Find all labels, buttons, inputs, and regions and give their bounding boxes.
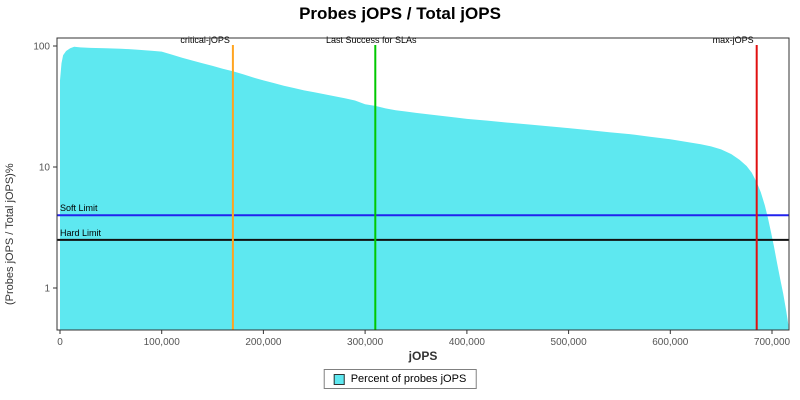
x-tick-label: 300,000 — [347, 337, 384, 348]
area-series — [60, 46, 789, 330]
y-tick-label: 10 — [39, 163, 51, 174]
hline-label-0: Soft Limit — [60, 203, 98, 213]
plot-border — [56, 37, 790, 331]
x-tick-label: 500,000 — [551, 337, 588, 348]
x-tick-label: 400,000 — [449, 337, 486, 348]
legend: Percent of probes jOPS — [323, 369, 477, 389]
vline-label-0: critical-jOPS — [180, 35, 230, 45]
y-axis-title: (Probes jOPS / Total jOPS)% — [4, 163, 16, 305]
x-tick-label: 0 — [57, 337, 63, 348]
vline-label-2: max-jOPS — [713, 35, 754, 45]
x-tick-label: 100,000 — [144, 337, 181, 348]
x-tick-label: 700,000 — [754, 337, 791, 348]
x-tick-label: 200,000 — [245, 337, 282, 348]
y-tick-label: 100 — [33, 42, 50, 53]
chart-title: Probes jOPS / Total jOPS — [299, 4, 501, 23]
legend-label: Percent of probes jOPS — [350, 373, 467, 385]
x-tick-label: 600,000 — [652, 337, 689, 348]
hline-label-1: Hard Limit — [60, 228, 102, 238]
x-axis-title: jOPS — [408, 349, 438, 363]
y-tick-label: 1 — [44, 284, 50, 295]
vline-label-1: Last Success for SLAs — [326, 35, 417, 45]
legend-swatch — [333, 373, 345, 385]
